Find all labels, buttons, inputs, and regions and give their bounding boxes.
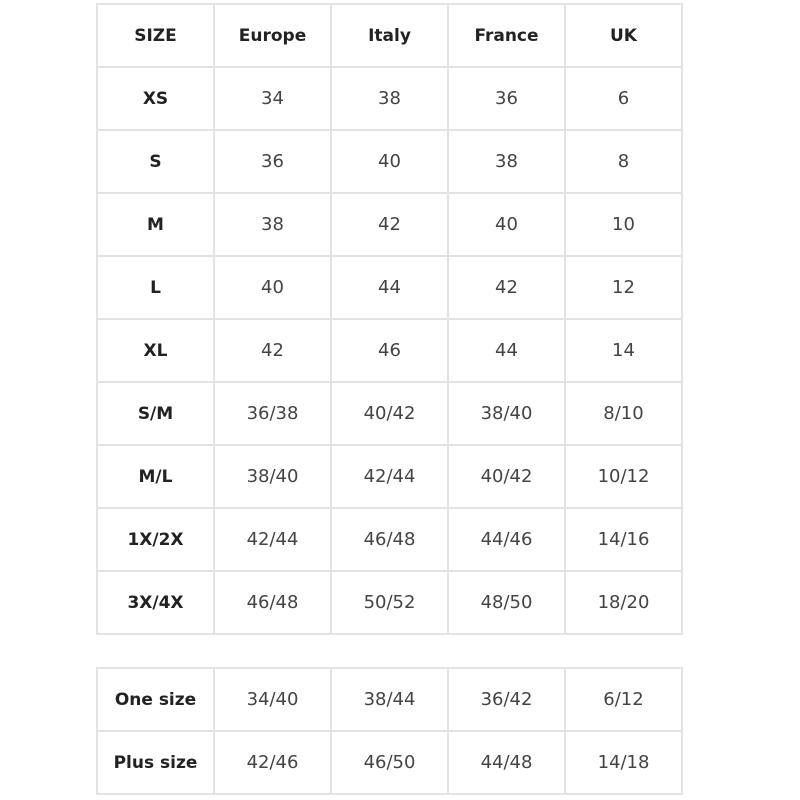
size-label: XS (96, 66, 215, 131)
table-row: S/M 36/38 40/42 38/40 8/10 (96, 381, 683, 446)
table-row: XL 42 46 44 14 (96, 318, 683, 383)
size-value: 6 (564, 66, 683, 131)
size-value: 6/12 (564, 667, 683, 732)
size-value: 38 (213, 192, 332, 257)
size-value: 42/44 (213, 507, 332, 572)
size-value: 40 (330, 129, 449, 194)
size-value: 38 (447, 129, 566, 194)
size-value: 44/48 (447, 730, 566, 795)
size-label: S (96, 129, 215, 194)
size-label: 3X/4X (96, 570, 215, 635)
table-row: M/L 38/40 42/44 40/42 10/12 (96, 444, 683, 509)
size-value: 42/46 (213, 730, 332, 795)
one-plus-size-table: One size 34/40 38/44 36/42 6/12 Plus size 42/4… (96, 667, 683, 795)
size-label: S/M (96, 381, 215, 446)
size-value: 34/40 (213, 667, 332, 732)
size-value: 8/10 (564, 381, 683, 446)
column-header: Italy (330, 3, 449, 68)
size-value: 10 (564, 192, 683, 257)
size-value: 44 (447, 318, 566, 383)
size-value: 46/48 (213, 570, 332, 635)
size-chart-table: SIZE Europe Italy France UK XS 34 38 36 6 S 36 40 38… (96, 3, 683, 635)
size-label: M/L (96, 444, 215, 509)
size-value: 48/50 (447, 570, 566, 635)
size-value: 8 (564, 129, 683, 194)
size-value: 40 (213, 255, 332, 320)
size-value: 36/42 (447, 667, 566, 732)
size-value: 40 (447, 192, 566, 257)
table-row: XS 34 38 36 6 (96, 66, 683, 131)
table-row: One size 34/40 38/44 36/42 6/12 (96, 667, 683, 732)
size-value: 36/38 (213, 381, 332, 446)
size-value: 42 (213, 318, 332, 383)
size-value: 44/46 (447, 507, 566, 572)
size-value: 46/48 (330, 507, 449, 572)
table-row: 1X/2X 42/44 46/48 44/46 14/16 (96, 507, 683, 572)
size-label: L (96, 255, 215, 320)
size-value: 34 (213, 66, 332, 131)
size-label: One size (96, 667, 215, 732)
table-row: 3X/4X 46/48 50/52 48/50 18/20 (96, 570, 683, 635)
size-value: 44 (330, 255, 449, 320)
column-header: UK (564, 3, 683, 68)
column-header: SIZE (96, 3, 215, 68)
table-row: S 36 40 38 8 (96, 129, 683, 194)
size-value: 14 (564, 318, 683, 383)
table-row: L 40 44 42 12 (96, 255, 683, 320)
size-value: 40/42 (447, 444, 566, 509)
size-value: 38/44 (330, 667, 449, 732)
table-row: M 38 42 40 10 (96, 192, 683, 257)
size-value: 12 (564, 255, 683, 320)
size-value: 14/16 (564, 507, 683, 572)
size-value: 36 (447, 66, 566, 131)
size-value: 36 (213, 129, 332, 194)
size-value: 10/12 (564, 444, 683, 509)
size-label: Plus size (96, 730, 215, 795)
column-header: Europe (213, 3, 332, 68)
size-value: 42 (330, 192, 449, 257)
size-value: 14/18 (564, 730, 683, 795)
size-value: 50/52 (330, 570, 449, 635)
size-value: 42/44 (330, 444, 449, 509)
size-label: XL (96, 318, 215, 383)
size-value: 46 (330, 318, 449, 383)
size-value: 40/42 (330, 381, 449, 446)
size-value: 46/50 (330, 730, 449, 795)
size-value: 42 (447, 255, 566, 320)
size-label: 1X/2X (96, 507, 215, 572)
table-row: Plus size 42/46 46/50 44/48 14/18 (96, 730, 683, 795)
size-value: 38/40 (213, 444, 332, 509)
column-header: France (447, 3, 566, 68)
size-value: 18/20 (564, 570, 683, 635)
header-row: SIZE Europe Italy France UK (96, 3, 683, 68)
size-value: 38 (330, 66, 449, 131)
size-label: M (96, 192, 215, 257)
size-value: 38/40 (447, 381, 566, 446)
